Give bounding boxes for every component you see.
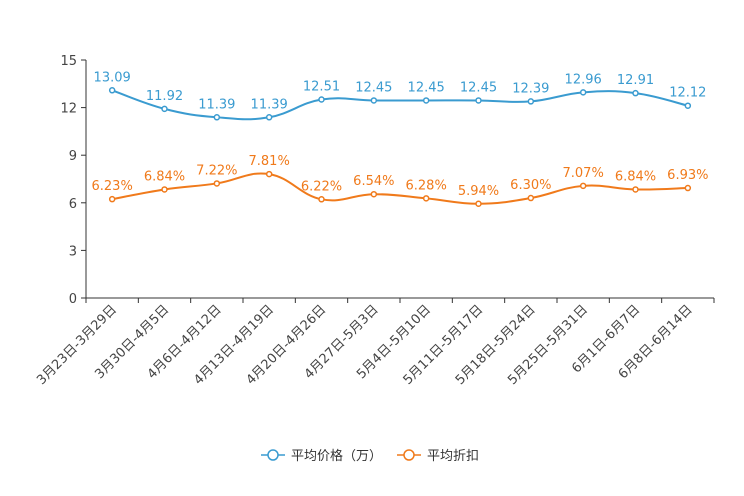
data-label: 12.12: [669, 86, 706, 101]
data-label: 11.39: [198, 97, 235, 112]
data-label: 6.23%: [92, 179, 133, 194]
data-point[interactable]: [632, 186, 639, 193]
data-point[interactable]: [318, 96, 325, 103]
data-label: 12.96: [565, 72, 602, 87]
legend-item-avg-discount[interactable]: 平均折扣: [397, 449, 479, 464]
legend-item-avg-price[interactable]: 平均价格（万）: [261, 448, 382, 464]
data-point[interactable]: [213, 180, 221, 187]
data-point[interactable]: [108, 87, 116, 94]
y-tick-label: 12: [60, 102, 77, 117]
series-line: [111, 89, 689, 121]
series-layer: 13.09 11.92 11.39 11.39 12.51 12.45 12.45 12.45…: [92, 70, 708, 208]
data-point[interactable]: [108, 195, 116, 203]
y-tick-label: 9: [69, 149, 77, 164]
y-tick-label: 0: [69, 292, 77, 307]
data-label: 13.09: [94, 70, 131, 85]
data-point[interactable]: [318, 196, 325, 203]
data-point[interactable]: [527, 194, 535, 202]
data-point[interactable]: [265, 170, 273, 178]
y-tick-label: 15: [60, 54, 77, 69]
data-label: 12.51: [303, 80, 340, 95]
data-point[interactable]: [265, 114, 273, 121]
data-label: 6.84%: [615, 169, 656, 184]
data-label: 12.45: [460, 80, 497, 95]
data-label: 6.22%: [301, 179, 342, 194]
series-avg-discount: 6.23% 6.84% 7.22% 7.81% 6.22% 6.54% 6.28% 5.94%…: [92, 154, 708, 208]
data-label: 12.45: [355, 80, 392, 95]
data-point[interactable]: [370, 190, 378, 198]
data-point[interactable]: [684, 102, 692, 109]
data-point[interactable]: [632, 89, 639, 97]
data-label: 7.22%: [196, 163, 237, 178]
data-label: 6.30%: [510, 178, 551, 193]
legend-label: 平均价格（万）: [291, 448, 382, 464]
data-point[interactable]: [475, 97, 482, 104]
data-label: 12.91: [617, 73, 654, 88]
series-avg-price: 13.09 11.92 11.39 11.39 12.51 12.45 12.45 12.45…: [94, 70, 706, 121]
data-point[interactable]: [422, 195, 430, 202]
data-point[interactable]: [161, 186, 168, 193]
legend-label: 平均折扣: [427, 449, 479, 464]
data-point[interactable]: [475, 200, 482, 208]
series-line: [111, 172, 688, 205]
data-label: 12.45: [408, 80, 445, 95]
axes: 036912153月23日-3月29日3月30日-4月5日4月6日-4月12日4…: [34, 54, 715, 388]
data-point[interactable]: [527, 98, 535, 105]
data-point[interactable]: [422, 97, 430, 104]
legend[interactable]: 平均价格（万） 平均折扣: [261, 448, 479, 464]
data-point[interactable]: [684, 184, 692, 192]
data-label: 12.39: [512, 81, 549, 96]
y-tick-label: 3: [69, 244, 77, 259]
data-label: 11.92: [146, 89, 183, 104]
data-label: 6.54%: [353, 174, 394, 189]
data-label: 7.07%: [563, 166, 604, 181]
legend-marker-icon: [403, 449, 415, 461]
data-point[interactable]: [161, 105, 168, 113]
y-tick-label: 6: [69, 197, 77, 212]
data-label: 6.93%: [667, 168, 708, 183]
data-label: 7.81%: [249, 154, 290, 169]
data-label: 5.94%: [458, 184, 499, 199]
data-label: 6.84%: [144, 169, 185, 184]
data-point[interactable]: [579, 182, 587, 190]
data-label: 11.39: [251, 97, 288, 112]
data-label: 6.28%: [406, 178, 447, 193]
data-point[interactable]: [579, 89, 587, 96]
data-point[interactable]: [213, 114, 221, 121]
legend-marker-icon: [267, 449, 279, 461]
data-point[interactable]: [370, 97, 378, 104]
